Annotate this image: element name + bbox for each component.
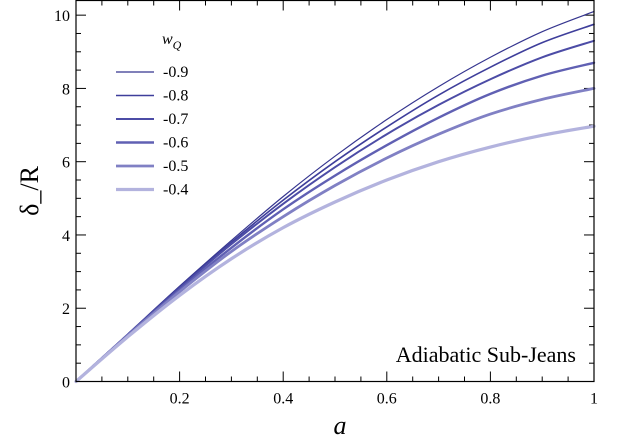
legend-entries: -0.9 -0.8 -0.7 -0.6 -0.5 -0.4 — [116, 64, 188, 199]
legend-label: -0.9 — [163, 64, 188, 81]
legend: wQ -0.9 -0.8 -0.7 -0.6 -0.5 -0.4 — [116, 31, 188, 199]
x-tick-label: 0.6 — [377, 391, 397, 408]
series-line — [74, 87, 596, 383]
y-axis-title: δ_/R — [15, 165, 44, 215]
y-tick-label: 8 — [62, 81, 70, 98]
legend-label: -0.8 — [163, 88, 188, 105]
plot-frame — [75, 0, 595, 383]
x-tick-label: 1 — [590, 391, 598, 408]
series-lines — [74, 10, 596, 384]
tick-marks — [76, 0, 594, 382]
legend-label: -0.6 — [163, 135, 188, 152]
legend-title: wQ — [162, 31, 182, 52]
y-tick-label: 6 — [62, 155, 70, 172]
legend-label: -0.5 — [163, 158, 188, 175]
x-axis-title: a — [334, 411, 347, 440]
legend-label: -0.4 — [163, 182, 188, 199]
series-line — [74, 124, 596, 384]
x-tick-label: 0.2 — [170, 391, 190, 408]
y-tick-label: 10 — [54, 8, 70, 25]
y-tick-label: 0 — [62, 375, 70, 392]
y-tick-label: 2 — [62, 301, 70, 318]
legend-label: -0.7 — [163, 111, 188, 128]
x-tick-label: 0.4 — [273, 391, 293, 408]
series-line — [75, 39, 595, 383]
annotation: Adiabatic Sub-Jeans — [396, 342, 576, 367]
y-tick-label: 4 — [62, 228, 70, 245]
series-line — [74, 61, 596, 383]
x-tick-label: 0.8 — [480, 391, 500, 408]
